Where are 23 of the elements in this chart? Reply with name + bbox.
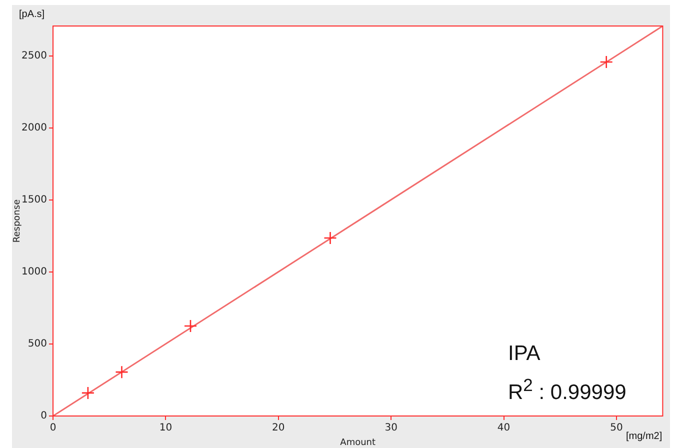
text: [mg/m2] — [626, 431, 662, 442]
x-tick-label: 40 — [497, 422, 510, 434]
x-axis-title: Amount — [340, 438, 376, 448]
annotation: R$^{2}$ : 0.99999 — [508, 375, 626, 405]
point — [324, 231, 337, 245]
y-tick-label: 0 — [40, 410, 47, 422]
x-tick-label: 50 — [610, 422, 623, 434]
x-tick-label: 10 — [159, 422, 172, 434]
point — [184, 319, 198, 333]
point — [115, 365, 128, 379]
x-tick-label: 20 — [272, 422, 285, 434]
point — [600, 55, 613, 69]
y-tick-label: 1000 — [22, 266, 47, 278]
y-tick-label: 500 — [28, 338, 47, 350]
x-tick-label: 30 — [384, 422, 398, 434]
y-tick-label: 2500 — [22, 50, 47, 62]
y-tick-label: 2000 — [22, 122, 47, 134]
x-tick-label: 0 — [50, 422, 56, 434]
text: [pA.s] — [19, 9, 45, 20]
point — [81, 386, 95, 400]
y-axis-title: Response — [12, 198, 23, 243]
annotation: IPA — [508, 342, 540, 366]
y-tick-label: 1500 — [22, 194, 47, 206]
